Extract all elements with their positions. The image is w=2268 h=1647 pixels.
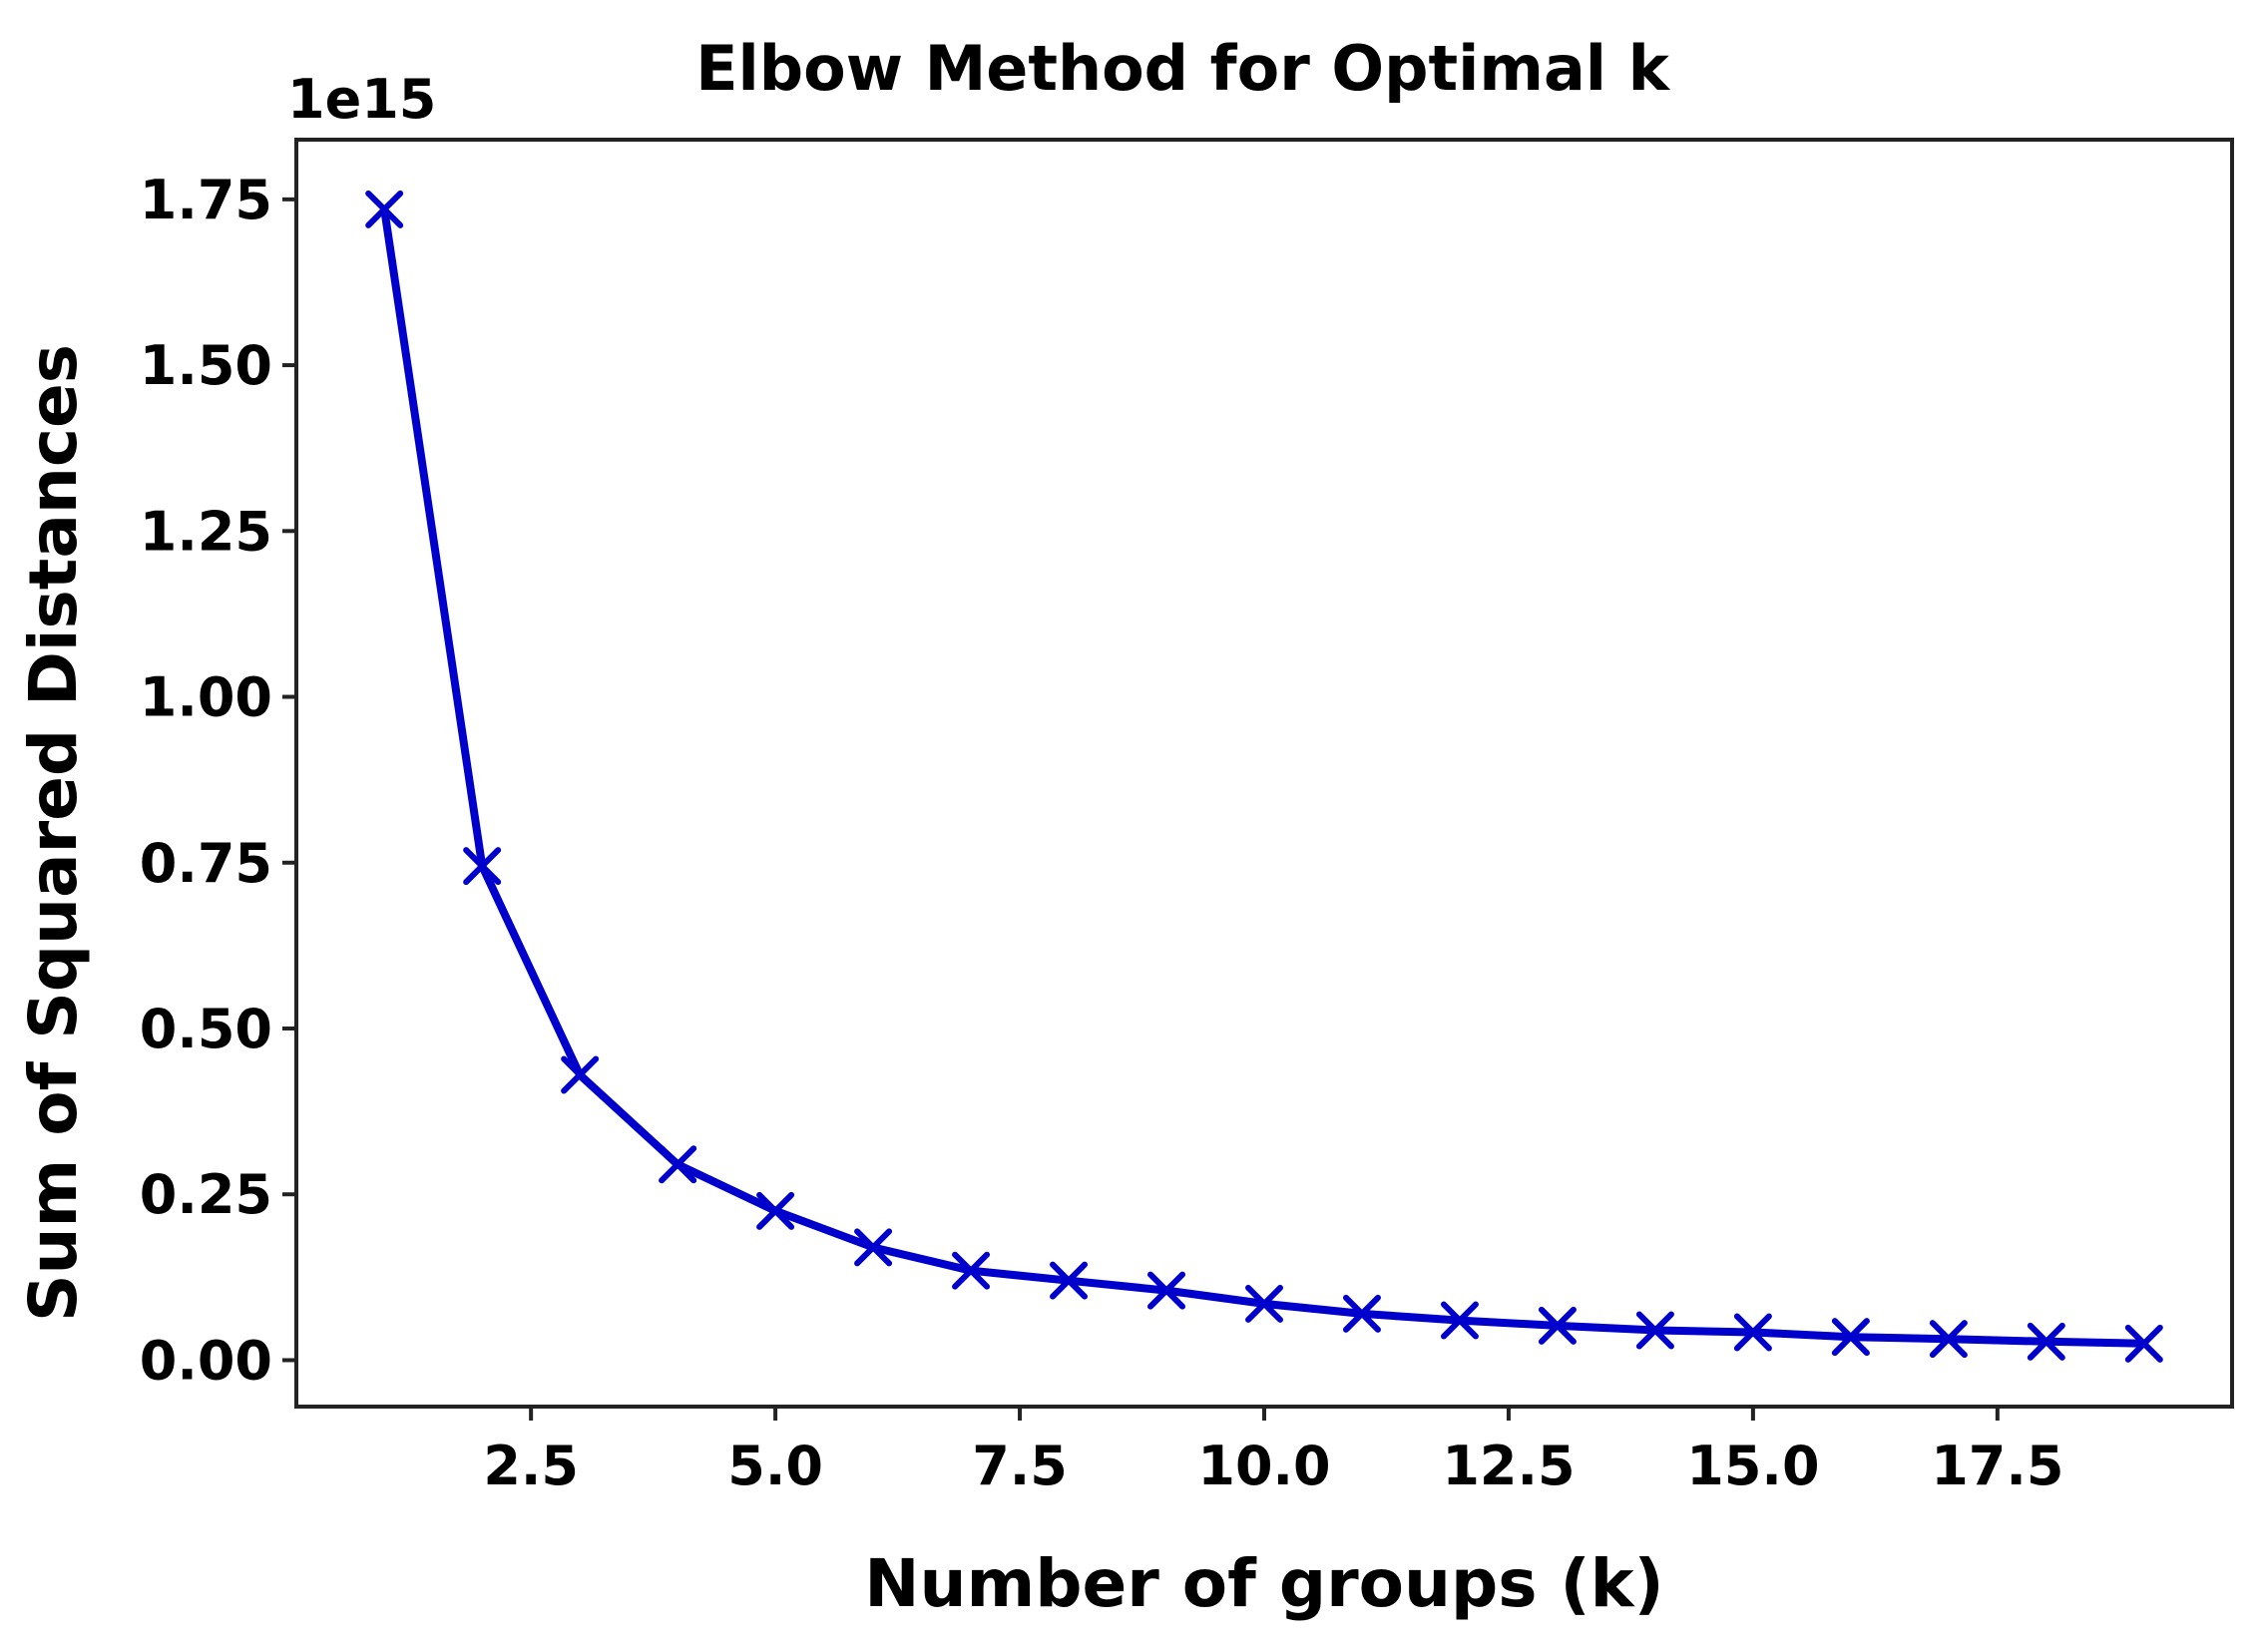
data-point-marker [2027, 1322, 2065, 1361]
data-point-marker [1245, 1284, 1283, 1323]
data-point-marker [756, 1191, 795, 1230]
data-point-marker [561, 1055, 600, 1094]
x-tick-label: 17.5 [1931, 1435, 2063, 1497]
data-point-marker [952, 1251, 991, 1290]
data-point-marker [1342, 1294, 1381, 1333]
data-point-marker [1635, 1311, 1674, 1350]
y-axis: 0.00 0.25 0.50 0.75 1.00 1.25 1.50 1.75 [140, 169, 296, 1392]
x-tick-label: 15.0 [1686, 1435, 1819, 1497]
x-tick-label: 12.5 [1442, 1435, 1575, 1497]
data-point-marker [1929, 1320, 1968, 1359]
y-tick-label: 0.75 [140, 832, 272, 895]
y-tick-label: 1.25 [140, 500, 272, 563]
data-point-marker [1733, 1313, 1772, 1352]
y-tick-label: 0.50 [140, 998, 272, 1060]
data-point-marker [365, 190, 404, 228]
x-axis: 2.5 5.0 7.5 10.0 12.5 15.0 17.5 [483, 1407, 2063, 1497]
plot-area [294, 138, 2234, 1409]
data-point-marker [1050, 1261, 1089, 1300]
chart-title: Elbow Method for Optimal k [695, 32, 1671, 105]
y-tick-label: 0.25 [140, 1163, 272, 1226]
data-point-marker [2124, 1324, 2163, 1363]
y-tick-label: 1.75 [140, 169, 272, 231]
x-tick-label: 7.5 [972, 1435, 1068, 1497]
data-point-marker [1147, 1271, 1186, 1310]
data-point-marker [1440, 1301, 1479, 1340]
x-tick-label: 5.0 [727, 1435, 823, 1497]
y-tick-label: 1.00 [140, 666, 272, 729]
x-tick-label: 2.5 [483, 1435, 579, 1497]
data-point-marker [854, 1228, 893, 1267]
x-axis-label: Number of groups (k) [864, 1545, 1663, 1622]
series-line [380, 205, 2148, 1348]
x-tick-label: 10.0 [1197, 1435, 1330, 1497]
series-layer [365, 190, 2163, 1363]
y-axis-label: Sum of Squared Distances [15, 344, 92, 1322]
y-tick-label: 1.50 [140, 334, 272, 397]
data-point-marker [659, 1145, 697, 1184]
y-offset-label: 1e15 [287, 68, 436, 131]
data-point-marker [463, 847, 502, 886]
y-tick-label: 0.00 [140, 1329, 272, 1392]
data-point-marker [1831, 1318, 1870, 1357]
data-point-marker [1538, 1306, 1577, 1345]
